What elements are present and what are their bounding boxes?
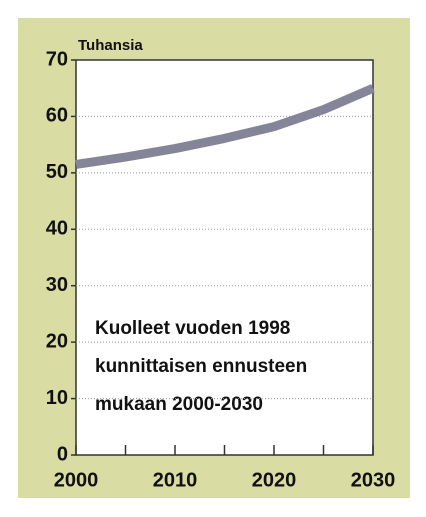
annotation: kunnittaisen ennusteen	[95, 356, 307, 377]
x-tick-label: 2020	[252, 469, 297, 491]
line	[75, 84, 375, 169]
y-tick-label: 30	[46, 274, 68, 296]
y-tick-label: 20	[46, 330, 68, 352]
x-tick-label: 2010	[153, 469, 198, 491]
y-tick-label: 40	[46, 218, 68, 240]
y-tick-label: 50	[46, 161, 68, 183]
x-tick-label: 2030	[351, 469, 396, 491]
y-tick-label: 60	[46, 105, 68, 127]
y-tick-label: 10	[46, 387, 68, 409]
y-tick-label: 70	[46, 48, 68, 70]
axis-label: Tuhansia	[78, 37, 143, 54]
y-tick-label: 0	[57, 443, 68, 465]
plot-area	[75, 59, 374, 456]
annotation: Kuolleet vuoden 1998	[95, 318, 290, 339]
x-tick-label: 2000	[54, 469, 99, 491]
annotation: mukaan 2000-2030	[95, 394, 263, 415]
